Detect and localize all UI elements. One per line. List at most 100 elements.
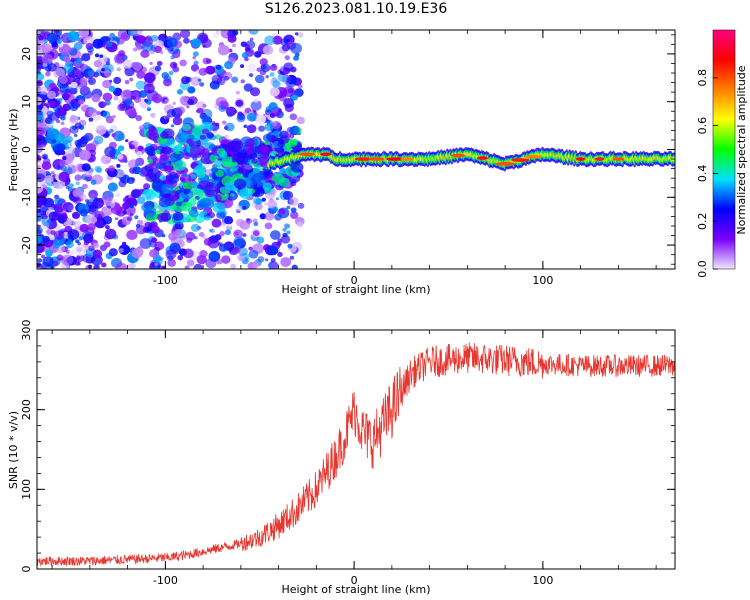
spectrogram-cell (264, 202, 268, 206)
spectrogram-cell (267, 245, 279, 256)
snr-x-axis-label: Height of straight line (km) (281, 583, 430, 596)
spectrogram-cell (242, 205, 247, 210)
spectrogram-cell (161, 183, 174, 195)
spectrogram-cell (176, 106, 186, 115)
y-tick-label: -10 (20, 188, 33, 206)
spectrogram-x-axis-label: Height of straight line (km) (281, 283, 430, 296)
spectrogram-cell (61, 254, 74, 266)
spectrogram-cell (103, 241, 111, 248)
spectrogram-cell (264, 222, 273, 230)
spectrogram-cell (259, 69, 267, 76)
spectrogram-cell (288, 197, 299, 206)
spectrogram-cell (239, 64, 245, 69)
spectrogram-cell (72, 221, 77, 226)
spectrogram-cell (128, 159, 139, 170)
spectrogram-cell (186, 237, 193, 243)
spectrogram-cell (130, 30, 143, 36)
spectrogram-cell (182, 123, 191, 132)
spectrogram-cell (224, 134, 229, 139)
spectrogram-cell (187, 86, 196, 94)
colorbar-tick-label: 0.4 (696, 165, 709, 183)
spectrogram-cell (60, 115, 66, 121)
spectrogram-cell (272, 80, 281, 88)
spectrogram-cell (102, 208, 110, 214)
spectrogram-cell (151, 237, 158, 243)
spectrogram-cell (239, 187, 253, 200)
y-tick-label: 0 (20, 146, 33, 153)
spectrogram-cell (183, 37, 190, 44)
spectrogram-cell (54, 100, 61, 106)
spectrogram-cell (243, 83, 253, 92)
snr-y-axis-label: SNR (10 * v/v) (7, 411, 20, 489)
x-tick-label: 0 (351, 274, 358, 287)
spectrogram-cell (233, 236, 246, 247)
spectrogram-cell (62, 105, 68, 110)
spectrogram-cell (232, 164, 239, 171)
spectrogram-x-ticks: -100 0 100 (51, 30, 657, 287)
spectrogram-cell (67, 249, 75, 256)
spectrogram-cell (228, 247, 233, 252)
spectrogram-cell (122, 59, 133, 69)
spectrogram-cell (87, 70, 95, 77)
spectrogram-cell (238, 168, 244, 173)
spectrogram-cell (173, 160, 187, 171)
spectrogram-cells (37, 30, 675, 269)
spectrogram-cell (103, 70, 112, 78)
spectrogram-cell (230, 263, 237, 269)
spectrogram-cell (154, 149, 161, 155)
spectrogram-cell (90, 216, 98, 224)
snr-x-ticks: -100 0 100 (51, 330, 657, 587)
spectrogram-cell (136, 219, 144, 226)
spectrogram-cell (51, 139, 57, 144)
spectrogram-cell (138, 90, 148, 98)
spectrogram-cell (89, 193, 96, 200)
spectrogram-cell (198, 231, 205, 238)
spectrogram-cell (79, 223, 89, 233)
spectrogram-cell (178, 131, 191, 142)
spectrogram-cell (282, 232, 288, 238)
spectrogram-hotspot (368, 157, 385, 161)
spectrogram-cell (136, 196, 146, 205)
spectrogram-cell (62, 201, 74, 212)
spectrogram-cell (102, 215, 113, 225)
spectrogram-cell (248, 73, 254, 78)
spectrogram-cell (124, 79, 130, 85)
spectrogram-cell (102, 79, 112, 89)
spectrogram-cell (231, 30, 239, 36)
spectrogram-cell (55, 133, 66, 143)
spectrogram-cell (269, 64, 278, 72)
spectrogram-cell (108, 85, 116, 92)
spectrogram-cell (125, 139, 129, 143)
spectrogram-cell (259, 213, 267, 220)
spectrogram-cell (143, 72, 156, 83)
spectrogram-cell (51, 41, 58, 48)
spectrogram-cell (287, 76, 293, 82)
spectrogram-cell (38, 119, 44, 124)
spectrogram-cell (183, 248, 194, 259)
colorbar-gradient (712, 29, 736, 270)
spectrogram-cell (78, 30, 90, 38)
spectrogram-cell (254, 203, 263, 211)
spectrogram-cell (107, 205, 112, 209)
spectrogram-cell (42, 235, 50, 243)
spectrogram-cell (147, 90, 151, 94)
spectrogram-cell (81, 60, 86, 64)
spectrogram-cell (74, 58, 82, 65)
spectrogram-cell (46, 110, 54, 117)
spectrogram-cell (224, 61, 234, 70)
spectrogram-cell (134, 162, 139, 167)
spectrogram-cell (87, 223, 96, 231)
spectrogram-cell (131, 95, 137, 100)
spectrogram-cell (88, 79, 93, 84)
spectrogram-cell (291, 94, 299, 101)
spectrogram-cell (177, 255, 184, 261)
spectrogram-cell (136, 45, 143, 51)
spectrogram-cell (188, 152, 194, 157)
spectrogram-cell (233, 247, 240, 254)
spectrogram-cell (186, 105, 190, 109)
spectrogram-cell (48, 100, 56, 107)
spectrogram-cell (234, 178, 247, 189)
spectrogram-cell (283, 62, 294, 72)
spectrogram-cell (247, 63, 257, 73)
